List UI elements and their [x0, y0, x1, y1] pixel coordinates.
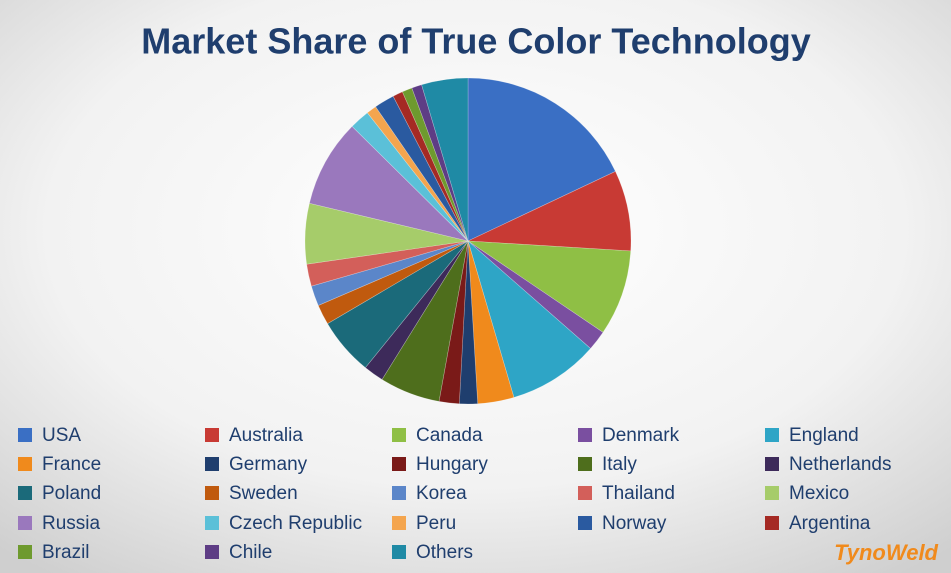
pie-slice [411, 84, 469, 242]
legend-swatch [765, 457, 779, 471]
pie-slice [306, 240, 469, 287]
legend-label: Denmark [602, 425, 680, 446]
legend-label: Argentina [789, 513, 871, 534]
chart-title: Market Share of True Color Technology [141, 21, 810, 62]
legend-swatch [392, 457, 406, 471]
legend-swatch [578, 428, 592, 442]
legend-swatch [392, 428, 406, 442]
pie-slice [467, 77, 616, 242]
pie-slice [309, 125, 469, 242]
legend-swatch [578, 486, 592, 500]
legend-label: Others [416, 542, 473, 563]
pie-slice [392, 91, 469, 242]
legend-label: Russia [42, 513, 101, 534]
pie-slice [467, 240, 604, 349]
legend-swatch [205, 428, 219, 442]
pie-slice [438, 240, 469, 405]
legend-swatch [765, 428, 779, 442]
legend-swatch [205, 545, 219, 559]
legend: USA Australia Canada Denmark England France Ge… [18, 425, 891, 563]
legend-label: Brazil [42, 542, 90, 563]
pie-slice [311, 240, 469, 306]
legend-swatch [18, 516, 32, 530]
legend-label: Czech Republic [229, 513, 362, 534]
brand-logo: TynoWeld [834, 540, 938, 565]
legend-label: France [42, 454, 101, 475]
pie-slice [364, 240, 469, 380]
legend-swatch [18, 486, 32, 500]
legend-swatch [18, 428, 32, 442]
pie-slice [351, 112, 469, 242]
legend-label: Peru [416, 513, 456, 534]
legend-swatch [578, 516, 592, 530]
pie-slice [401, 87, 469, 242]
legend-swatch [392, 516, 406, 530]
pie-slice [467, 240, 591, 398]
pie-slice [304, 202, 469, 265]
legend-swatch [765, 516, 779, 530]
pie-slice [421, 77, 469, 242]
legend-label: Thailand [602, 483, 675, 504]
legend-swatch [765, 486, 779, 500]
legend-swatch [392, 486, 406, 500]
pie-slice [375, 95, 469, 242]
legend-label: USA [42, 425, 81, 446]
legend-swatch [205, 516, 219, 530]
legend-label: Netherlands [789, 454, 891, 475]
pie-slice [327, 240, 469, 369]
pie-slice [467, 240, 515, 405]
legend-label: Germany [229, 454, 308, 475]
pie-slice [466, 240, 632, 333]
legend-label: Poland [42, 483, 101, 504]
pie-slice [458, 240, 479, 405]
legend-label: Australia [229, 425, 303, 446]
legend-label: Italy [602, 454, 637, 475]
legend-swatch [205, 486, 219, 500]
pie-slice [317, 240, 469, 325]
legend-swatch [578, 457, 592, 471]
legend-swatch [18, 457, 32, 471]
legend-swatch [205, 457, 219, 471]
legend-swatch [18, 545, 32, 559]
pie [304, 77, 632, 405]
legend-swatch [392, 545, 406, 559]
legend-label: Korea [416, 483, 467, 504]
legend-label: Chile [229, 542, 272, 563]
legend-label: England [789, 425, 859, 446]
legend-label: Canada [416, 425, 483, 446]
pie-slice [366, 106, 469, 242]
legend-label: Sweden [229, 483, 298, 504]
legend-label: Mexico [789, 483, 849, 504]
pie-slice [467, 171, 632, 252]
legend-label: Hungary [416, 454, 488, 475]
pie-slice [381, 240, 469, 402]
legend-label: Norway [602, 513, 667, 534]
